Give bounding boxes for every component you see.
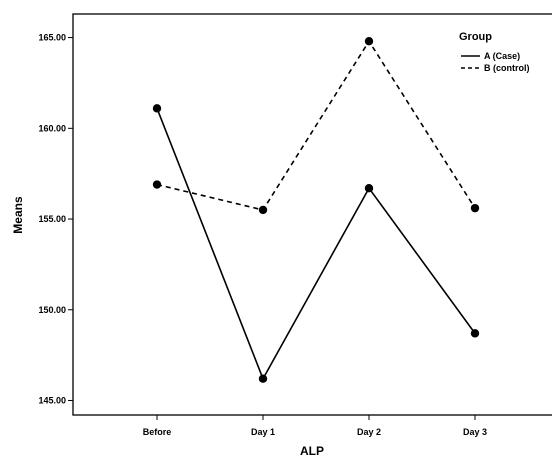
x-axis: Before Day 1 Day 2 Day 3 bbox=[143, 415, 487, 437]
series-layer bbox=[152, 37, 480, 383]
x-tick-label: Before bbox=[143, 427, 172, 437]
plot-frame bbox=[72, 13, 552, 416]
y-tick-label: 155.00 bbox=[38, 214, 66, 224]
y-tick-label: 150.00 bbox=[38, 305, 66, 315]
plot-border bbox=[72, 13, 552, 416]
legend-label: A (Case) bbox=[484, 51, 520, 61]
y-axis-title: Means bbox=[11, 196, 25, 234]
y-tick-label: 160.00 bbox=[38, 123, 66, 133]
legend-items: A (Case) B (control) bbox=[461, 51, 530, 73]
data-point bbox=[470, 203, 480, 213]
data-point bbox=[364, 37, 374, 46]
y-tick-label: 165.00 bbox=[38, 33, 66, 43]
x-tick-label: Day 1 bbox=[251, 427, 275, 437]
legend-label: B (control) bbox=[484, 63, 530, 73]
data-point bbox=[258, 374, 268, 383]
y-axis: 145.00 150.00 155.00 160.00 165.00 bbox=[38, 33, 73, 405]
series-line-b-control bbox=[156, 39, 476, 211]
data-point bbox=[364, 183, 374, 193]
legend-title: Group bbox=[459, 31, 492, 43]
data-point bbox=[152, 104, 162, 113]
data-point bbox=[470, 329, 480, 338]
series-line-a-case bbox=[156, 108, 476, 381]
legend: Group A (Case) B (control) bbox=[459, 31, 530, 73]
x-axis-title: ALP bbox=[300, 444, 324, 458]
y-tick-label: 145.00 bbox=[38, 395, 66, 405]
data-point bbox=[258, 205, 268, 215]
x-tick-label: Day 3 bbox=[463, 427, 487, 437]
x-tick-label: Day 2 bbox=[357, 427, 381, 437]
data-point bbox=[152, 180, 162, 189]
